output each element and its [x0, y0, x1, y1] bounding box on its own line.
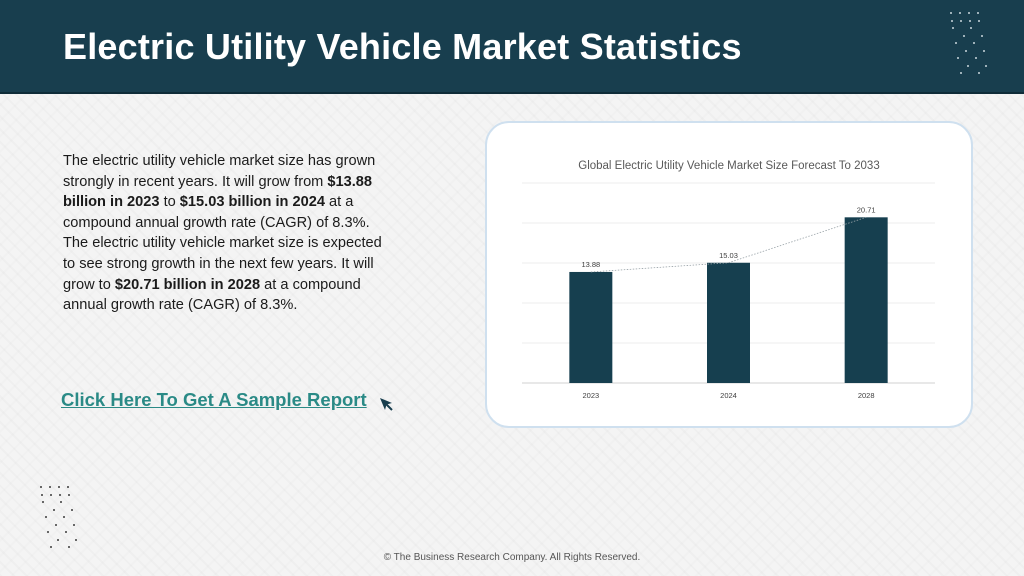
- market-description: The electric utility vehicle market size…: [63, 151, 383, 316]
- copyright-footer: © The Business Research Company. All Rig…: [383, 552, 641, 563]
- bar-chart: Global Electric Utility Vehicle Market S…: [522, 160, 935, 400]
- data-label-2028: 20.71: [857, 205, 876, 214]
- description-text-3: at a compound annual growth rate (CAGR) …: [63, 194, 382, 293]
- description-highlight-2028: $20.71 billion in 2028: [114, 276, 261, 293]
- chart-card: Global Electric Utility Vehicle Market S…: [485, 121, 973, 428]
- bar-2028: [844, 217, 888, 383]
- x-tick-label-2028: 2028: [858, 391, 875, 400]
- description-text-1: The electric utility vehicle market size…: [63, 153, 376, 190]
- data-label-2023: 13.88: [581, 260, 600, 269]
- cursor-arrow-icon: [380, 398, 393, 411]
- description-highlight-2024: $15.03 billion in 2024: [179, 194, 325, 211]
- description-text-2: to: [159, 194, 180, 211]
- decorative-dots-top: [950, 12, 995, 82]
- data-label-2024: 15.03: [719, 251, 738, 260]
- bar-2024: [707, 262, 750, 383]
- sample-report-link[interactable]: Click Here To Get A Sample Report: [61, 389, 367, 410]
- header-bar: Electric Utility Vehicle Market Statisti…: [0, 0, 1024, 94]
- page-title: Electric Utility Vehicle Market Statisti…: [63, 26, 742, 67]
- description-highlight-2023: $13.88 billion in 2023: [63, 173, 373, 211]
- description-text-4: at a compound annual growth rate (CAGR) …: [63, 276, 361, 314]
- chart-title: Global Electric Utility Vehicle Market S…: [578, 160, 879, 172]
- decorative-dots-bottom: [40, 486, 85, 556]
- x-tick-label-2024: 2024: [720, 391, 737, 400]
- trendline: [590, 216, 867, 273]
- bar-2023: [569, 271, 613, 383]
- x-tick-label-2023: 2023: [582, 391, 599, 400]
